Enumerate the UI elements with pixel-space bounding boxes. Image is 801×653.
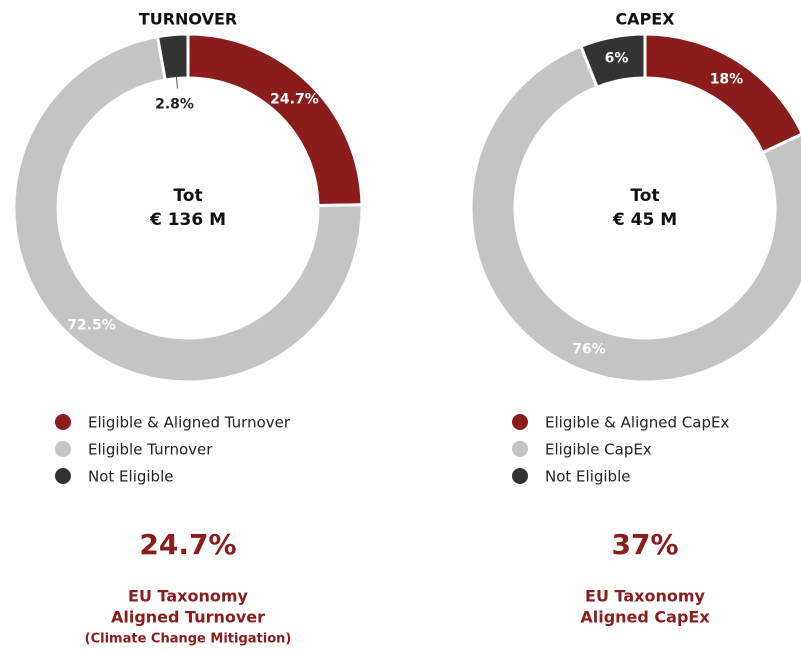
- legend-label: Eligible CapEx: [545, 441, 652, 459]
- center-label: Tot: [173, 186, 202, 206]
- highlight-value: 24.7%: [139, 528, 236, 561]
- segment-label: 24.7%: [270, 92, 319, 108]
- legend-dot: [512, 441, 528, 457]
- legend-dot: [55, 414, 71, 430]
- segment-label: 72.5%: [67, 317, 116, 333]
- caption: EU Taxonomy: [585, 587, 706, 606]
- legend-dot: [55, 441, 71, 457]
- legend-dot: [512, 468, 528, 484]
- center-label: € 136 M: [149, 210, 226, 230]
- chart-title: TURNOVER: [139, 10, 237, 29]
- highlight-value: 37%: [611, 528, 678, 561]
- caption: (Climate Change Mitigation): [85, 632, 292, 647]
- donut-segment: [12, 34, 364, 384]
- legend-label: Eligible Turnover: [88, 441, 213, 459]
- legend-dot: [55, 468, 71, 484]
- caption: EU Taxonomy: [128, 587, 249, 606]
- center-label: € 45 M: [612, 210, 677, 230]
- leader-line: [175, 76, 178, 89]
- legend-label: Eligible & Aligned Turnover: [88, 414, 291, 432]
- caption: Aligned Turnover: [111, 608, 265, 627]
- donut-segment: [469, 44, 801, 384]
- segment-label: 2.8%: [155, 96, 194, 112]
- segment-label: 76%: [572, 341, 606, 357]
- center-label: Tot: [630, 186, 659, 206]
- chart-title: CAPEX: [615, 10, 675, 29]
- legend-label: Not Eligible: [88, 468, 173, 486]
- legend-label: Not Eligible: [545, 468, 630, 486]
- donut-segment: [186, 32, 364, 208]
- donut-segment: [155, 32, 190, 82]
- legend-dot: [512, 414, 528, 430]
- segment-label: 18%: [710, 72, 744, 88]
- segment-label: 6%: [605, 51, 629, 67]
- donut-segment: [643, 32, 801, 155]
- legend-label: Eligible & Aligned CapEx: [545, 414, 729, 432]
- donut-segment: [578, 32, 647, 90]
- caption: Aligned CapEx: [580, 608, 710, 627]
